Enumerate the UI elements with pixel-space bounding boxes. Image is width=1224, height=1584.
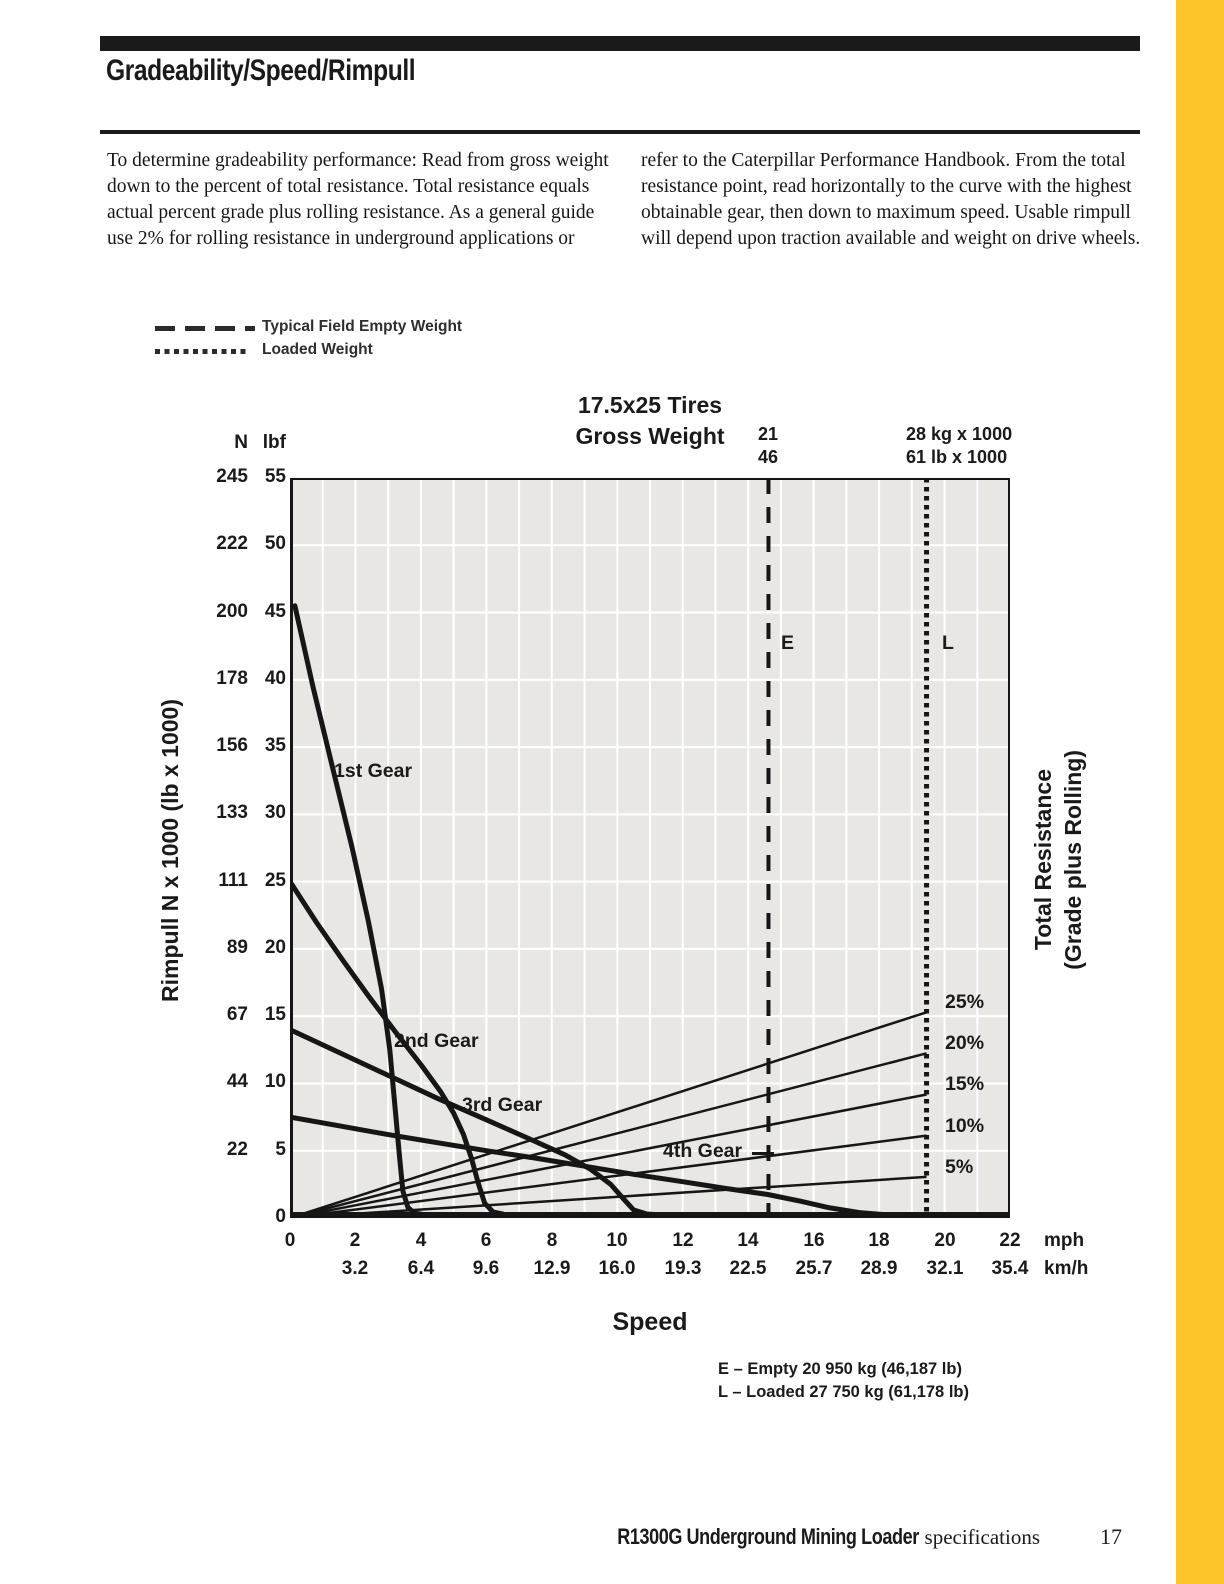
grade-percent-label: 20% bbox=[945, 1032, 985, 1054]
x-tick-kmh: 9.6 bbox=[472, 1258, 500, 1279]
y-tick-n: 89 bbox=[226, 937, 248, 958]
footer-suffix: specifications bbox=[919, 1525, 1040, 1549]
footer-model-title: R1300G Underground Mining Loader bbox=[617, 1524, 920, 1549]
y-tick-n: 44 bbox=[226, 1071, 248, 1092]
x-tick-mph: 20 bbox=[934, 1230, 956, 1251]
dotted-line-sample bbox=[155, 349, 249, 354]
y-tick-lbf: 10 bbox=[264, 1071, 286, 1092]
x-tick-mph: 4 bbox=[415, 1230, 427, 1251]
y-tick-n: 222 bbox=[216, 533, 248, 554]
top-axis-empty-lb: 46 bbox=[757, 447, 779, 467]
y-tick-n: 200 bbox=[216, 601, 248, 622]
x-tick-mph: 2 bbox=[349, 1230, 361, 1251]
dashed-line-sample bbox=[155, 326, 255, 331]
y-tick-n: 156 bbox=[216, 735, 248, 756]
y-tick-lbf: 25 bbox=[264, 870, 286, 891]
y-tick-lbf: 5 bbox=[275, 1139, 286, 1160]
y-tick-n: 22 bbox=[226, 1139, 248, 1160]
right-axis-title-line1-wrap: Total Resistance bbox=[1028, 620, 1058, 1100]
x-tick-mph: 0 bbox=[284, 1230, 296, 1251]
curve-label-2nd-gear: 2nd Gear bbox=[394, 1030, 479, 1052]
4th-gear-leader-line bbox=[752, 1152, 774, 1155]
y-tick-lbf: 45 bbox=[264, 601, 286, 622]
y-tick-lbf: 50 bbox=[264, 533, 286, 554]
chart-title-line2: Gross Weight bbox=[575, 423, 725, 449]
x-tick-kmh: 28.9 bbox=[860, 1258, 898, 1279]
y-tick-lbf: 0 bbox=[275, 1206, 286, 1227]
legend-row-empty-weight: Typical Field Empty Weight bbox=[155, 318, 575, 340]
curve-label-4th-gear: 4th Gear bbox=[663, 1140, 743, 1162]
legend-label-loaded-weight: Loaded Weight bbox=[262, 341, 373, 358]
right-axis-title-line2-wrap: (Grade plus Rolling) bbox=[1058, 620, 1088, 1100]
header-rule bbox=[100, 130, 1140, 134]
grade-percent-label: 15% bbox=[945, 1073, 985, 1095]
x-tick-kmh: 32.1 bbox=[926, 1258, 964, 1279]
x-tick-mph: 12 bbox=[672, 1230, 694, 1251]
y-tick-n: 245 bbox=[216, 466, 248, 487]
header-black-bar bbox=[100, 36, 1140, 51]
x-tick-kmh: 6.4 bbox=[407, 1258, 435, 1279]
footnote-empty: E – Empty 20 950 kg (46,187 lb) bbox=[718, 1360, 962, 1378]
chart-title-line1: 17.5x25 Tires bbox=[577, 392, 723, 418]
x-axis-unit-mph: mph bbox=[1044, 1230, 1085, 1251]
page-number: 17 bbox=[1100, 1524, 1122, 1549]
x-tick-mph: 16 bbox=[803, 1230, 825, 1251]
y-axis-title: Rimpull N x 1000 (lb x 1000) bbox=[156, 698, 183, 1002]
y-tick-lbf: 15 bbox=[264, 1004, 286, 1025]
y-axis-title-wrap: Rimpull N x 1000 (lb x 1000) bbox=[146, 590, 194, 1110]
y-axis-unit-lbf: lbf bbox=[262, 432, 286, 453]
page-title: Gradeability/Speed/Rimpull bbox=[106, 54, 416, 87]
grade-percent-label: 25% bbox=[945, 991, 985, 1013]
x-tick-kmh: 19.3 bbox=[664, 1258, 702, 1279]
x-tick-kmh: 3.2 bbox=[341, 1258, 369, 1279]
y-tick-lbf: 55 bbox=[264, 466, 286, 487]
rimpull-speed-chart bbox=[290, 478, 1010, 1218]
intro-paragraph-left: To determine gradeability performance: R… bbox=[107, 150, 609, 249]
y-tick-n: 111 bbox=[218, 870, 248, 891]
y-tick-lbf: 30 bbox=[264, 802, 286, 823]
right-axis-title-line2: (Grade plus Rolling) bbox=[1059, 750, 1086, 970]
x-tick-mph: 14 bbox=[737, 1230, 759, 1251]
legend-row-loaded-weight: Loaded Weight bbox=[155, 341, 575, 363]
y-tick-n: 178 bbox=[216, 668, 248, 689]
y-tick-lbf: 35 bbox=[264, 735, 286, 756]
y-tick-lbf: 40 bbox=[264, 668, 286, 689]
top-axis-empty-kg: 21 bbox=[757, 424, 779, 444]
loaded-weight-letter: L bbox=[942, 632, 954, 654]
x-tick-mph: 8 bbox=[546, 1230, 558, 1251]
intro-paragraph-right: refer to the Caterpillar Performance Han… bbox=[641, 150, 1141, 249]
top-axis-loaded-kg: 28 kg x 1000 bbox=[906, 424, 1013, 444]
footer-line: R1300G Underground Mining Loader specifi… bbox=[300, 1524, 1040, 1550]
x-tick-kmh: 25.7 bbox=[795, 1258, 833, 1279]
x-tick-kmh: 12.9 bbox=[533, 1258, 571, 1279]
x-tick-mph: 10 bbox=[606, 1230, 628, 1251]
y-tick-n: 133 bbox=[216, 802, 248, 823]
x-tick-kmh: 22.5 bbox=[729, 1258, 767, 1279]
empty-weight-letter: E bbox=[781, 632, 795, 654]
x-tick-mph: 22 bbox=[999, 1230, 1021, 1251]
x-axis-title: Speed bbox=[612, 1308, 688, 1336]
x-tick-mph: 6 bbox=[480, 1230, 492, 1251]
footnote-loaded: L – Loaded 27 750 kg (61,178 lb) bbox=[718, 1383, 969, 1401]
x-tick-mph: 18 bbox=[868, 1230, 890, 1251]
curve-label-1st-gear: 1st Gear bbox=[334, 760, 413, 782]
grade-percent-label: 5% bbox=[945, 1156, 974, 1178]
y-axis-unit-newton: N bbox=[234, 432, 248, 453]
right-axis-title-line1: Total Resistance bbox=[1029, 769, 1056, 951]
grade-percent-label: 10% bbox=[945, 1115, 985, 1137]
curve-label-3rd-gear: 3rd Gear bbox=[462, 1094, 543, 1116]
x-tick-kmh: 16.0 bbox=[598, 1258, 636, 1279]
x-axis-unit-kmh: km/h bbox=[1044, 1258, 1089, 1279]
x-tick-kmh: 35.4 bbox=[991, 1258, 1029, 1279]
legend-label-empty-weight: Typical Field Empty Weight bbox=[262, 318, 463, 335]
y-tick-n: 67 bbox=[226, 1004, 248, 1025]
top-axis-loaded-lb: 61 lb x 1000 bbox=[906, 447, 1008, 467]
page-edge-accent-band bbox=[1176, 0, 1224, 1584]
y-tick-lbf: 20 bbox=[264, 937, 286, 958]
